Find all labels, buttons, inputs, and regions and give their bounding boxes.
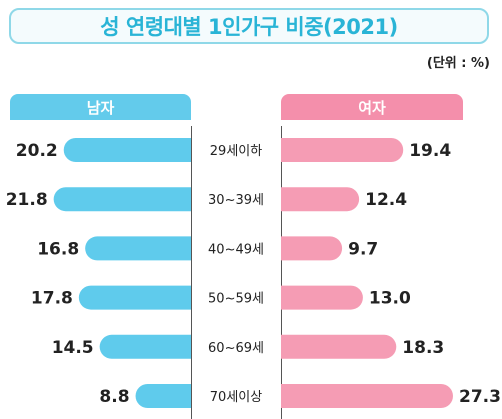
age-group-label: 29세이하 xyxy=(210,144,262,159)
male-header: 남자 xyxy=(10,94,191,120)
male-header-label: 남자 xyxy=(86,98,115,117)
male-bar xyxy=(135,384,191,408)
chart-title: 성 연령대별 1인가구 비중(2021) xyxy=(100,15,398,39)
age-group-label: 40~49세 xyxy=(208,242,264,257)
female-bar xyxy=(281,285,363,310)
age-group-label: 50~59세 xyxy=(208,292,264,307)
male-bar xyxy=(53,187,192,212)
male-bar xyxy=(85,236,191,261)
male-value-label: 17.8 xyxy=(31,289,73,309)
age-group-label: 70세이상 xyxy=(210,390,262,405)
female-bar xyxy=(281,138,404,162)
right-divider xyxy=(281,126,282,419)
female-value-label: 18.3 xyxy=(402,338,444,358)
female-header: 여자 xyxy=(281,94,463,120)
female-bar xyxy=(281,384,453,408)
male-bar xyxy=(99,334,191,359)
male-bar xyxy=(63,138,191,162)
chart-title-box: 성 연령대별 1인가구 비중(2021) xyxy=(9,8,489,44)
female-header-label: 여자 xyxy=(358,98,386,117)
male-value-label: 20.2 xyxy=(16,141,58,161)
unit-label: (단위 : %) xyxy=(426,56,490,71)
female-value-label: 12.4 xyxy=(365,190,407,210)
male-value-label: 8.8 xyxy=(99,387,129,407)
age-group-label: 60~69세 xyxy=(208,341,264,356)
left-divider xyxy=(191,126,192,419)
female-value-label: 19.4 xyxy=(409,141,451,161)
male-bar xyxy=(78,285,191,310)
female-bar xyxy=(281,334,397,359)
female-bar xyxy=(281,236,343,261)
age-group-label: 30~39세 xyxy=(208,193,264,208)
female-value-label: 27.3 xyxy=(459,387,501,407)
female-bar xyxy=(281,187,360,212)
male-value-label: 16.8 xyxy=(37,239,79,259)
male-value-label: 14.5 xyxy=(52,338,94,358)
female-value-label: 13.0 xyxy=(369,289,411,309)
male-value-label: 21.8 xyxy=(6,190,48,210)
female-value-label: 9.7 xyxy=(348,239,378,259)
